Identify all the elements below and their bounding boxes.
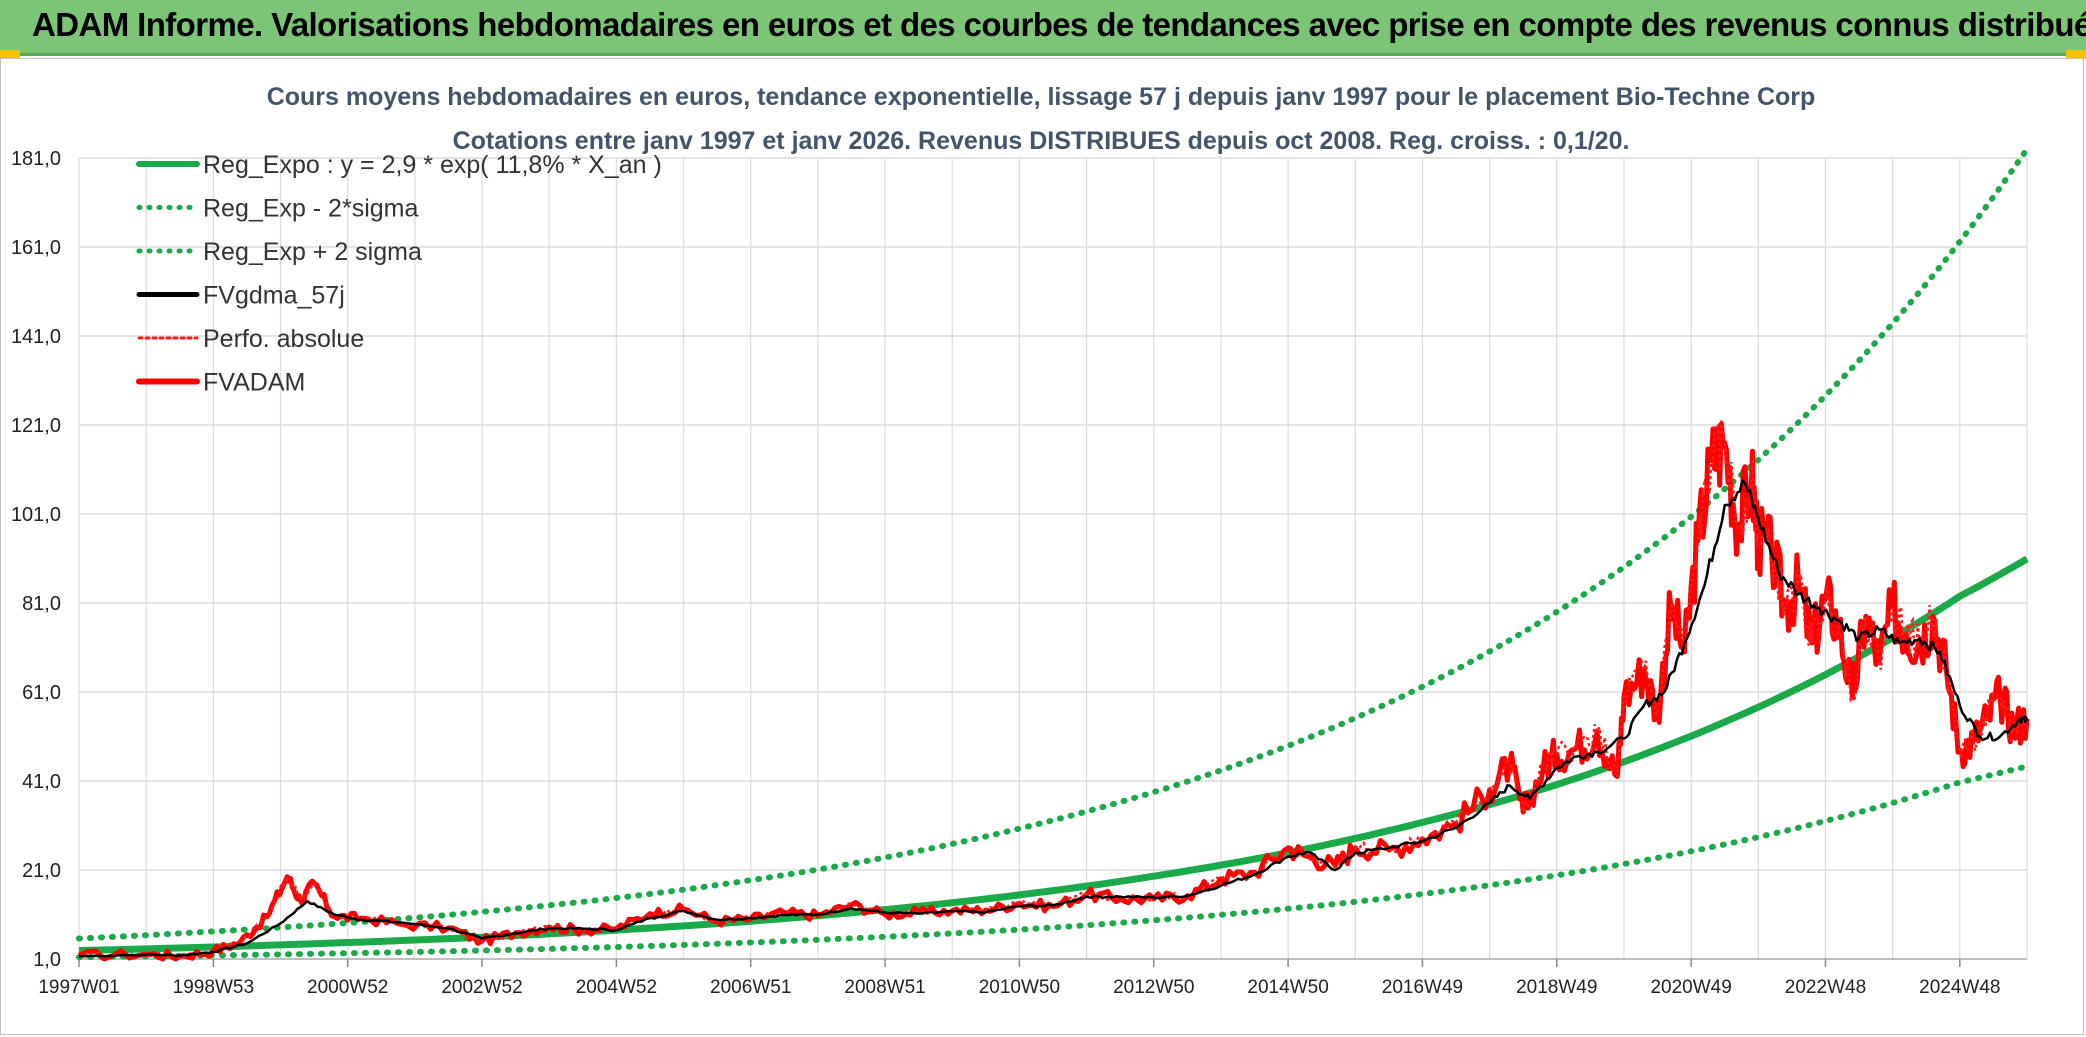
y-tick-label: 141,0	[11, 326, 61, 348]
page-title: ADAM Informe. Valorisations hebdomadaire…	[32, 6, 2086, 43]
chart-titles: Cours moyens hebdomadaires en euros, ten…	[267, 83, 1816, 155]
series-reg-expo	[78, 555, 2029, 954]
x-tick-label: 2018W49	[1516, 977, 1597, 998]
legend-label: Reg_Exp - 2*sigma	[203, 195, 418, 223]
x-tick-label: 1998W53	[173, 977, 254, 998]
x-tick-label: 2016W49	[1382, 977, 1463, 998]
y-tick-label: 81,0	[22, 593, 61, 615]
y-tick-label: 181,0	[11, 148, 61, 170]
chart-legend: Reg_Expo : y = 2,9 * exp( 11,8% * X_an )…	[136, 151, 662, 397]
x-tick-label: 2022W48	[1785, 977, 1866, 998]
chart-axes: 1,0 21,0 41,0 61,0 81,0 101,0 121,0 141,0 161,0 1…	[11, 148, 2027, 998]
x-tick-label: 1997W01	[38, 977, 119, 998]
series-fvgdma-57j	[78, 479, 2029, 958]
legend-label: Perfo. absolue	[203, 325, 364, 353]
legend-label: FVADAM	[203, 369, 305, 397]
x-tick-label: 2024W48	[1919, 977, 2000, 998]
chart-title: Cours moyens hebdomadaires en euros, ten…	[267, 83, 1816, 111]
chart-subtitle: Cotations entre janv 1997 et janv 2026. …	[453, 127, 1630, 155]
header-bar: ADAM Informe. Valorisations hebdomadaire…	[0, 0, 2086, 56]
y-tick-label: 1,0	[33, 949, 61, 971]
x-tick-label: 2020W49	[1650, 977, 1731, 998]
series-perfo-absolue	[78, 420, 2029, 960]
y-tick-label: 101,0	[11, 504, 61, 526]
corner-marker-left	[0, 50, 20, 59]
legend-label: Reg_Exp + 2 sigma	[203, 238, 422, 266]
legend-label: FVgdma_57j	[203, 282, 345, 310]
y-tick-label: 41,0	[22, 771, 61, 793]
x-tick-label: 2004W52	[576, 977, 657, 998]
x-tick-label: 2000W52	[307, 977, 388, 998]
y-tick-label: 61,0	[22, 682, 61, 704]
chart: 1,0 21,0 41,0 61,0 81,0 101,0 121,0 141,0 161,0 1…	[11, 83, 2030, 998]
chart-frame: 1,0 21,0 41,0 61,0 81,0 101,0 121,0 141,0 161,0 1…	[0, 58, 2084, 1035]
x-tick-label: 2010W50	[979, 977, 1060, 998]
x-tick-label: 2012W50	[1113, 977, 1194, 998]
x-tick-label: 2006W51	[710, 977, 791, 998]
x-tick-label: 2002W52	[441, 977, 522, 998]
x-tick-label: 2008W51	[844, 977, 925, 998]
chart-plot	[76, 146, 2030, 962]
chart-grid	[78, 157, 2028, 960]
series-reg-exp-minus-2sigma	[76, 763, 2030, 961]
y-tick-label: 161,0	[11, 237, 61, 259]
legend-label: Reg_Expo : y = 2,9 * exp( 11,8% * X_an )	[203, 151, 662, 179]
series-reg-exp-plus-2sigma	[76, 146, 2030, 942]
corner-marker-right	[2066, 50, 2086, 59]
x-tick-label: 2014W50	[1247, 977, 1328, 998]
y-tick-label: 121,0	[11, 415, 61, 437]
y-tick-label: 21,0	[22, 860, 61, 882]
